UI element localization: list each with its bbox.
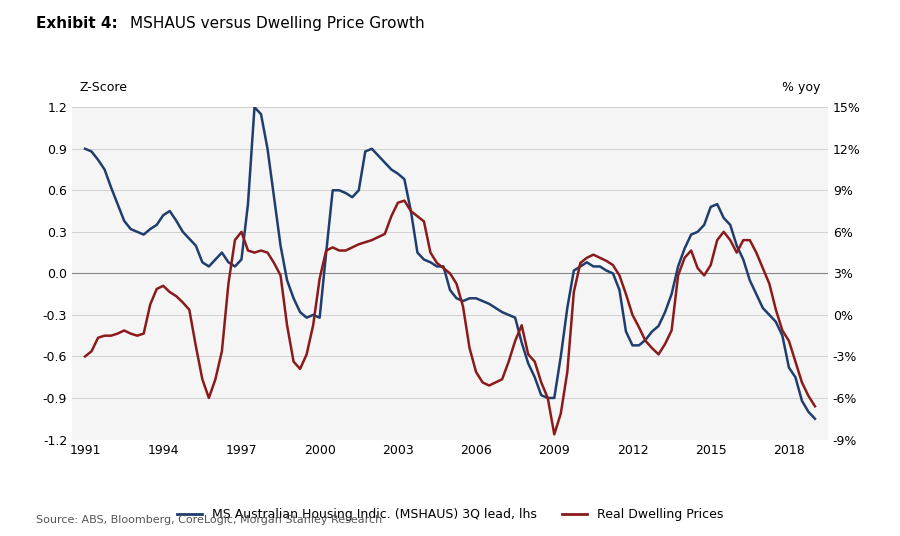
Legend: MS Australian Housing Indic. (MSHAUS) 3Q lead, lhs, Real Dwelling Prices: MS Australian Housing Indic. (MSHAUS) 3Q… [172,503,728,526]
Text: Source: ABS, Bloomberg, CoreLogic, Morgan Stanley Research: Source: ABS, Bloomberg, CoreLogic, Morga… [36,515,382,525]
Text: % yoy: % yoy [782,81,821,94]
Text: Exhibit 4:: Exhibit 4: [36,16,118,31]
Text: MSHAUS versus Dwelling Price Growth: MSHAUS versus Dwelling Price Growth [130,16,425,31]
Text: Z-Score: Z-Score [79,81,128,94]
